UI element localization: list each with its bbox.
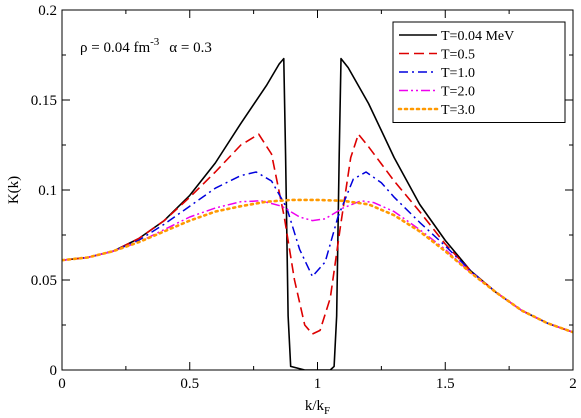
- x-axis-label-subscript: F: [324, 405, 330, 417]
- legend: T=0.04 MeV T=0.5 T=1.0 T=2.0 T=3.0: [392, 21, 566, 123]
- y-tick-label-3: 0.15: [31, 93, 57, 109]
- x-axis-label-main: k/k: [305, 398, 325, 414]
- legend-entry-2: T=1.0: [441, 66, 475, 81]
- series-line-2: [62, 171, 573, 333]
- x-tick-label-3: 1.5: [436, 376, 455, 392]
- series-line-0: [62, 57, 573, 370]
- legend-entry-1: T=0.5: [441, 48, 475, 63]
- x-tick-label-4: 2: [569, 376, 577, 392]
- y-tick-label-1: 0.05: [31, 273, 57, 289]
- density-exponent: -3: [150, 36, 160, 48]
- tick-labels: 0 0.5 1 1.5 2 0 0.05 0.1 0.15 0.2: [31, 3, 577, 392]
- y-axis-label: K(k): [6, 176, 22, 204]
- legend-entry-0: T=0.04 MeV: [441, 29, 514, 44]
- x-tick-label-1: 0.5: [180, 376, 199, 392]
- x-tick-label-0: 0: [58, 376, 66, 392]
- ticks-layer: [61, 9, 574, 371]
- series-line-4: [62, 198, 573, 334]
- y-tick-label-4: 0.2: [38, 3, 57, 19]
- y-tick-label-2: 0.1: [38, 183, 57, 199]
- density-label: ρ = 0.04 fm: [80, 40, 150, 56]
- series-line-3: [62, 200, 573, 333]
- series-line-1: [62, 133, 573, 335]
- legend-entry-4: T=3.0: [441, 103, 475, 118]
- parameter-annotation: ρ = 0.04 fm-3 α = 0.3: [80, 36, 212, 56]
- x-axis-label: k/kF: [305, 398, 330, 417]
- legend-entry-3: T=2.0: [441, 85, 475, 100]
- y-tick-label-0: 0: [50, 363, 58, 379]
- x-tick-label-2: 1: [314, 376, 322, 392]
- series-layer: [62, 57, 573, 370]
- alpha-label: α = 0.3: [169, 40, 212, 56]
